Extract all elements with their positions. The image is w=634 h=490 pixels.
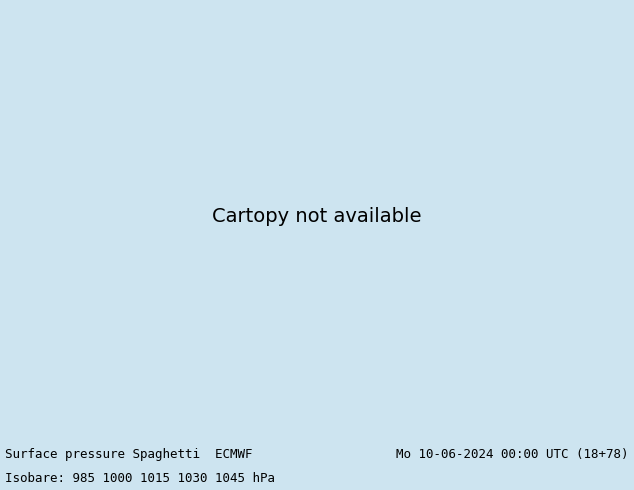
Text: Mo 10-06-2024 00:00 UTC (18+78): Mo 10-06-2024 00:00 UTC (18+78) bbox=[396, 448, 629, 462]
Text: Cartopy not available: Cartopy not available bbox=[212, 207, 422, 225]
Text: Isobare: 985 1000 1015 1030 1045 hPa: Isobare: 985 1000 1015 1030 1045 hPa bbox=[5, 472, 275, 486]
Text: Surface pressure Spaghetti  ECMWF: Surface pressure Spaghetti ECMWF bbox=[5, 448, 252, 462]
